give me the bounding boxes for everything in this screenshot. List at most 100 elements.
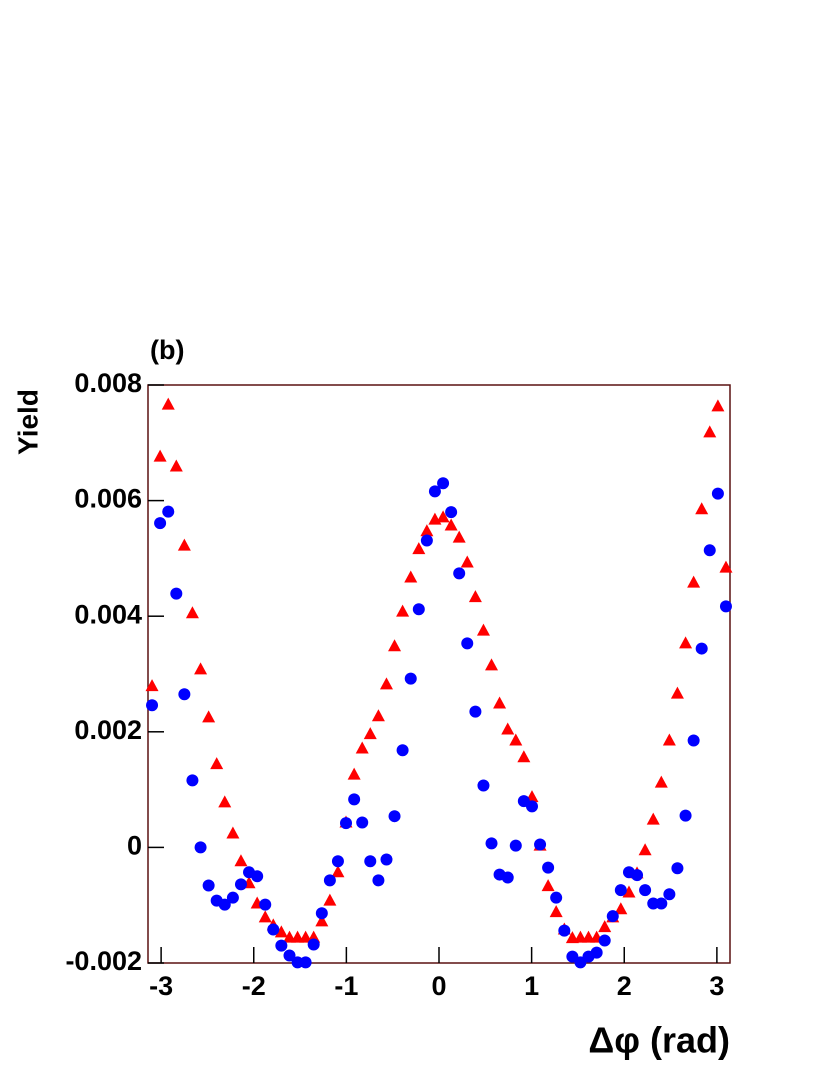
data-point	[185, 606, 199, 619]
data-point	[194, 841, 207, 854]
data-point	[275, 939, 288, 952]
data-point	[501, 871, 514, 884]
data-point	[631, 869, 644, 882]
data-point	[622, 885, 636, 898]
data-point	[719, 560, 733, 573]
data-point	[371, 709, 385, 722]
data-point	[194, 662, 208, 675]
data-point	[509, 733, 523, 746]
data-point	[355, 741, 369, 754]
data-point	[251, 870, 264, 883]
data-point	[323, 893, 337, 906]
x-tick-label: 3	[709, 971, 724, 1001]
data-point	[412, 603, 425, 616]
data-point	[485, 658, 499, 671]
y-tick-label: 0.006	[74, 484, 142, 514]
data-point	[210, 757, 224, 770]
data-point	[550, 891, 563, 904]
data-point	[662, 733, 676, 746]
data-point	[638, 843, 652, 856]
data-point	[177, 538, 191, 551]
data-point	[460, 555, 474, 568]
data-point	[469, 705, 482, 718]
data-point	[234, 878, 247, 891]
data-point	[444, 518, 458, 531]
data-point	[315, 914, 329, 927]
data-point	[639, 884, 652, 897]
data-point	[534, 838, 547, 851]
data-point	[146, 699, 159, 712]
data-point	[598, 920, 612, 933]
data-point	[711, 399, 725, 412]
data-point	[307, 938, 320, 951]
data-point	[170, 587, 183, 600]
data-point	[695, 642, 708, 655]
y-tick-label: -0.002	[65, 946, 142, 976]
data-point	[646, 812, 660, 825]
data-point	[437, 477, 450, 490]
data-point	[695, 502, 709, 515]
data-point	[654, 775, 668, 788]
data-point	[679, 636, 693, 649]
data-point	[331, 855, 344, 868]
data-point	[161, 397, 175, 410]
data-point	[186, 774, 199, 787]
data-point	[614, 884, 627, 897]
data-point	[679, 809, 692, 822]
data-point	[582, 930, 596, 943]
data-point	[372, 874, 385, 887]
data-point	[476, 623, 490, 636]
data-point	[379, 677, 393, 690]
y-tick-label: 0.004	[74, 599, 142, 629]
data-point	[162, 505, 175, 518]
x-tick-label: 1	[524, 971, 539, 1001]
data-point	[517, 750, 531, 763]
data-point	[218, 898, 231, 911]
data-point	[541, 879, 555, 892]
y-tick-label: 0.008	[74, 368, 142, 398]
data-point	[606, 910, 619, 923]
data-point	[331, 865, 345, 878]
data-point	[549, 905, 563, 918]
data-point	[145, 679, 159, 692]
data-point	[153, 449, 167, 462]
data-point	[501, 722, 515, 735]
data-point	[687, 734, 700, 747]
y-tick-label: 0	[127, 831, 142, 861]
data-point	[614, 902, 628, 915]
data-point	[655, 897, 668, 910]
data-point	[340, 817, 353, 830]
data-point	[428, 485, 441, 498]
data-point	[315, 907, 328, 920]
data-point	[364, 855, 377, 868]
data-point	[542, 861, 555, 874]
data-point	[363, 727, 377, 740]
data-point	[711, 487, 724, 500]
data-point	[670, 686, 684, 699]
data-point	[420, 534, 433, 547]
data-point	[299, 956, 312, 969]
data-point	[226, 891, 239, 904]
data-point	[388, 810, 401, 823]
data-point	[218, 795, 232, 808]
data-point	[202, 710, 216, 723]
data-point	[380, 853, 393, 866]
data-point	[234, 854, 248, 867]
data-point	[493, 696, 507, 709]
data-point	[687, 575, 701, 588]
data-point	[703, 544, 716, 557]
x-tick-label: 0	[431, 971, 446, 1001]
data-point	[347, 767, 361, 780]
data-point	[525, 800, 538, 813]
data-point	[388, 639, 402, 652]
data-point	[671, 862, 684, 875]
data-point	[468, 590, 482, 603]
data-point	[452, 530, 466, 543]
x-tick-label: 2	[617, 971, 632, 1001]
data-point	[404, 570, 418, 583]
data-point	[226, 826, 240, 839]
data-point	[477, 779, 490, 792]
data-point	[356, 816, 369, 829]
data-point	[509, 839, 522, 852]
